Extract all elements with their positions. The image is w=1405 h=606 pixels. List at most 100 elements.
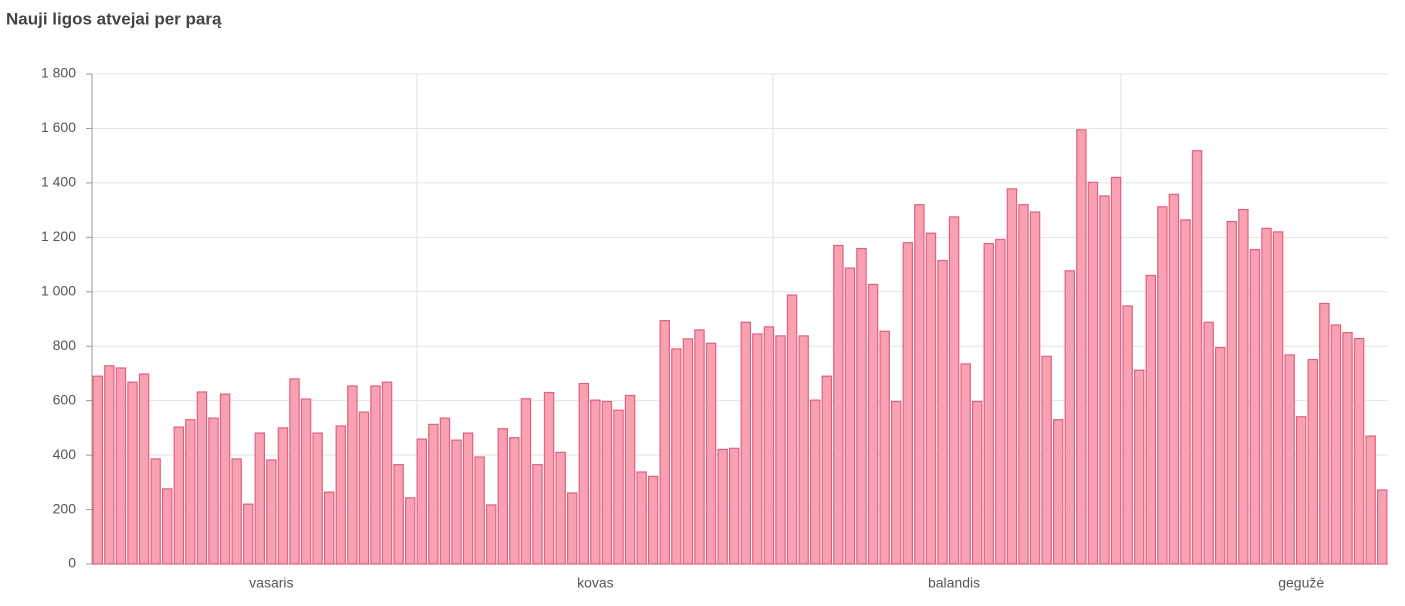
bar: [300, 398, 312, 565]
bar: [1064, 270, 1076, 565]
bar: [289, 378, 300, 565]
bar: [1191, 150, 1203, 565]
bar: [821, 375, 833, 565]
bar: [902, 242, 914, 565]
bar: [404, 497, 416, 565]
bar: [335, 425, 347, 565]
bar: [104, 365, 115, 565]
bar: [1342, 332, 1353, 565]
bar: [393, 464, 404, 565]
bar: [728, 447, 740, 565]
x-tick-label: kovas: [577, 575, 614, 591]
bar: [705, 342, 717, 565]
bar: [115, 367, 127, 565]
bar: [323, 491, 335, 565]
bar: [798, 335, 809, 565]
bar: [879, 330, 890, 565]
bar: [509, 437, 520, 565]
bar: [659, 320, 671, 565]
bar: [1307, 358, 1319, 565]
bar: [196, 391, 208, 565]
bar: [740, 321, 752, 565]
bar: [185, 419, 196, 565]
bar: [150, 458, 161, 565]
bar: [590, 399, 601, 565]
bar: [266, 459, 277, 565]
bar: [1284, 354, 1295, 565]
y-tick-label: 400: [53, 446, 77, 462]
bar: [543, 391, 555, 565]
bar: [890, 400, 902, 565]
bar: [312, 432, 323, 565]
bar: [856, 247, 867, 565]
bar: [914, 204, 925, 565]
bar: [1203, 321, 1214, 565]
bar: [208, 417, 219, 565]
bar: [809, 399, 821, 565]
bar: [497, 428, 509, 565]
bar: [555, 451, 566, 565]
bar: [613, 409, 624, 565]
bar: [1145, 274, 1157, 565]
bar: [370, 385, 381, 565]
bar: [775, 335, 786, 565]
y-tick-label: 1 000: [41, 282, 76, 298]
bar: [717, 448, 728, 565]
bar: [1076, 129, 1087, 565]
bar: [1099, 195, 1110, 565]
bar: [578, 382, 590, 565]
bar: [1249, 248, 1261, 565]
bar: [844, 267, 856, 565]
bar: [532, 464, 543, 565]
bar: [1052, 419, 1064, 565]
bar: [752, 333, 763, 565]
bar: [960, 363, 971, 565]
y-tick-label: 1 600: [41, 119, 76, 135]
bar: [671, 348, 682, 565]
bar: [1238, 208, 1249, 565]
bar: [1041, 355, 1052, 565]
bar: [1110, 176, 1122, 565]
y-tick-label: 800: [53, 337, 77, 353]
bar: [833, 244, 844, 565]
bar: [1018, 204, 1029, 565]
bar: [1365, 435, 1376, 565]
bar: [462, 432, 474, 565]
bar: [1133, 369, 1145, 565]
bar: [1319, 302, 1330, 565]
bar: [451, 439, 462, 565]
bar: [381, 381, 393, 565]
bar: [347, 385, 358, 565]
x-tick-label: balandis: [928, 575, 980, 591]
bar: [995, 238, 1006, 565]
bar: [485, 504, 497, 565]
bar: [566, 492, 578, 565]
bar: [277, 427, 289, 565]
bar: [1353, 338, 1365, 565]
y-tick-label: 1 400: [41, 174, 76, 190]
bar: [1226, 220, 1238, 565]
bar: [254, 432, 266, 565]
bar: [1330, 324, 1342, 565]
bar: [624, 394, 636, 565]
bar: [428, 423, 439, 565]
bar: [647, 475, 659, 565]
bar: [1261, 227, 1272, 565]
bar: [1157, 206, 1168, 565]
bar: [358, 411, 370, 565]
bar: [925, 232, 937, 565]
bar: [1272, 231, 1284, 565]
y-tick-label: 600: [53, 391, 77, 407]
bar: [1376, 489, 1388, 565]
y-tick-label: 200: [53, 500, 77, 516]
chart-title: Nauji ligos atvejai per parą: [6, 9, 222, 28]
bar: [636, 471, 647, 565]
bar: [242, 503, 254, 565]
bar: [1295, 416, 1307, 565]
bar: [1087, 181, 1099, 565]
bar: [682, 338, 694, 565]
bar: [1122, 305, 1133, 565]
bar: [763, 326, 775, 565]
bar: [439, 417, 451, 565]
